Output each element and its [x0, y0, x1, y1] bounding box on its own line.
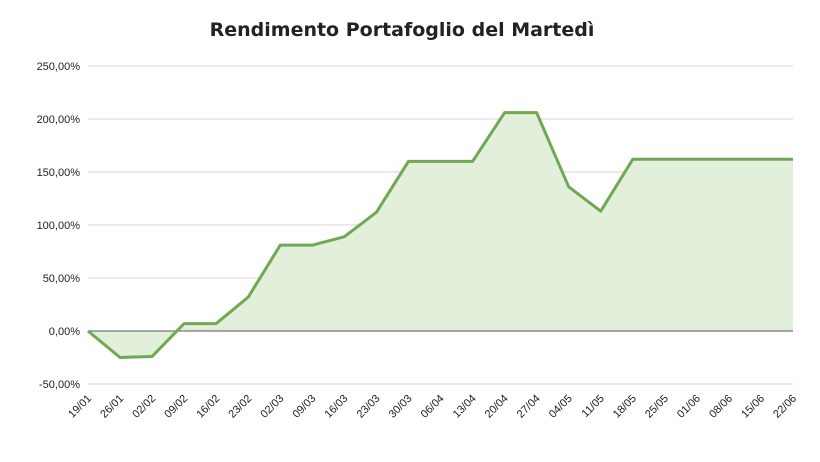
x-tick-label: 23/03 — [355, 393, 383, 421]
y-tick-label: 150,00% — [37, 167, 81, 179]
x-tick-label: 13/04 — [451, 393, 479, 421]
x-tick-label: 11/05 — [579, 393, 606, 420]
x-tick-label: 22/06 — [771, 393, 799, 421]
x-tick-label: 23/02 — [226, 393, 254, 421]
chart-title: Rendimento Portafoglio del Martedì — [210, 19, 595, 41]
x-tick-label: 09/03 — [290, 393, 318, 421]
x-axis-ticks: 19/01 26/01 02/02 09/02 16/02 23/02 02/03 09/03… — [66, 393, 799, 421]
y-tick-label: 50,00% — [43, 273, 81, 285]
x-tick-label: 19/01 — [66, 393, 94, 421]
x-tick-label: 26/01 — [98, 393, 126, 421]
x-tick-label: 25/05 — [643, 393, 671, 421]
x-tick-label: 15/06 — [739, 393, 767, 421]
x-tick-label: 27/04 — [515, 393, 543, 421]
x-tick-label: 30/03 — [387, 393, 415, 421]
x-tick-label: 04/05 — [547, 393, 575, 421]
y-axis-ticks: -50,00% 0,00% 50,00% 100,00% 150,00% 200,00% 2… — [37, 61, 81, 391]
y-tick-label: 250,00% — [37, 61, 81, 73]
x-tick-label: 02/02 — [130, 393, 158, 421]
series-area — [88, 112, 793, 358]
x-tick-label: 16/02 — [194, 393, 222, 421]
area-layer — [88, 112, 793, 358]
y-tick-label: -50,00% — [39, 379, 80, 391]
y-tick-label: 0,00% — [49, 326, 80, 338]
y-tick-label: 200,00% — [37, 114, 81, 126]
x-tick-label: 06/04 — [419, 393, 447, 421]
x-tick-label: 02/03 — [258, 393, 286, 421]
x-tick-label: 20/04 — [483, 393, 511, 421]
x-tick-label: 16/03 — [323, 393, 351, 421]
x-tick-label: 01/06 — [675, 393, 703, 421]
x-tick-label: 08/06 — [707, 393, 735, 421]
x-tick-label: 18/05 — [611, 393, 639, 421]
y-tick-label: 100,00% — [37, 220, 81, 232]
line-layer — [87, 111, 794, 359]
x-tick-label: 09/02 — [162, 393, 190, 421]
